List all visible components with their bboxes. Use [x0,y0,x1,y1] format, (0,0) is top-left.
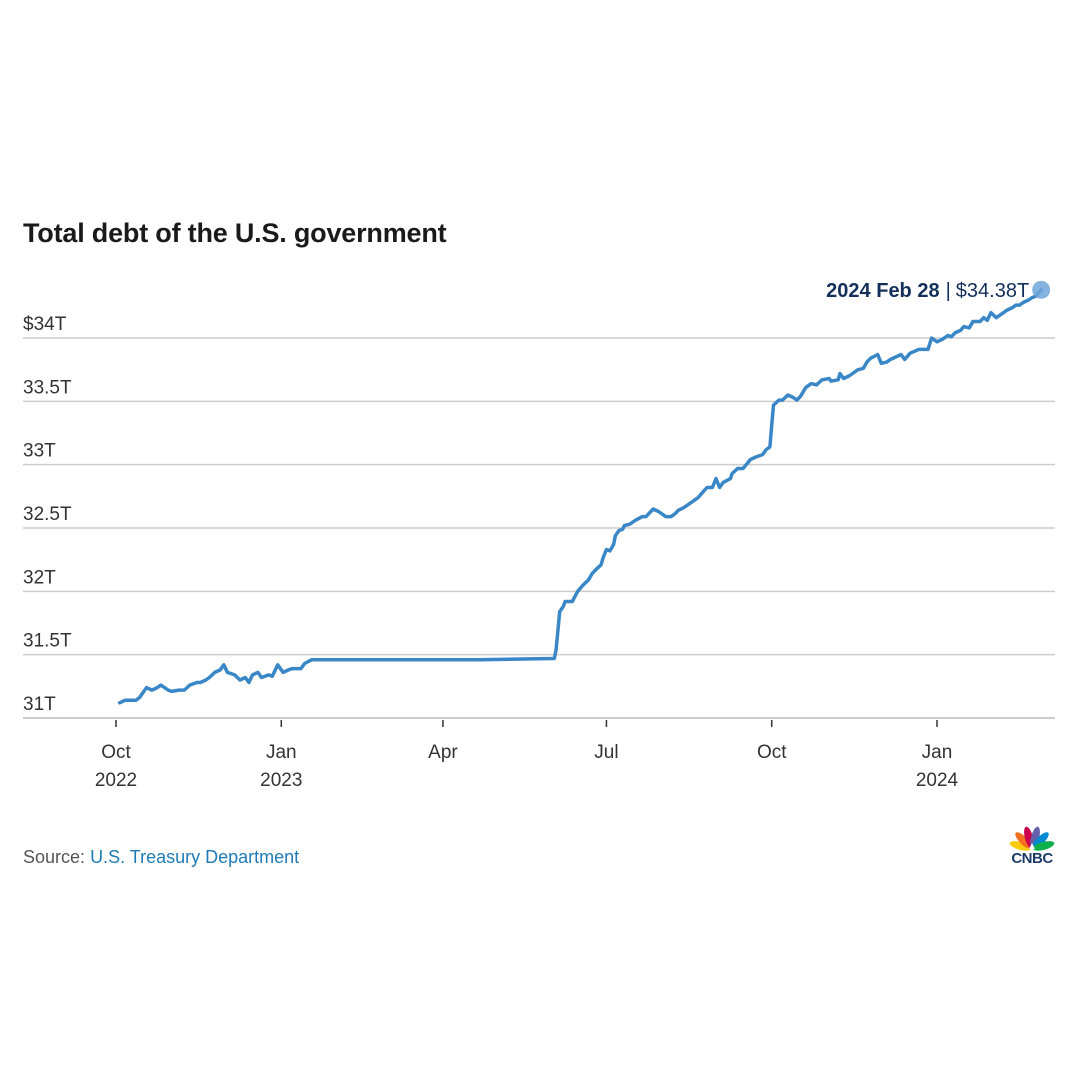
y-tick-label: 31.5T [23,631,72,652]
gridlines [23,337,1055,719]
peacock-icon [1009,826,1055,851]
y-tick-label: 33T [23,441,56,462]
label-separator: | [946,280,951,302]
x-tick-year-label: 2023 [260,770,302,791]
x-axis: Oct 2022 Jan 2023 Apr Jul Oct Jan 2024 [95,720,959,791]
x-tick-label: Oct [757,742,787,763]
y-tick-label: 32.5T [23,504,72,525]
series-line-total-debt [117,288,1043,705]
y-tick-label: $34T [23,314,67,335]
cnbc-logo: CNBC [1004,822,1060,870]
x-tick-label: Apr [428,742,458,763]
x-tick-label: Jul [594,742,618,763]
y-tick-label: 31T [23,694,56,715]
latest-date: 2024 Feb 28 [826,280,939,302]
series-layer [117,288,1043,705]
source-note: Source: U.S. Treasury Department [23,847,299,868]
y-tick-label: 32T [23,567,56,588]
latest-value-label: 2024 Feb 28 | $34.38T [826,280,1029,302]
y-axis-labels: 31T 31.5T 32T 32.5T 33T 33.5T $34T [23,314,72,715]
cnbc-wordmark: CNBC [1011,850,1053,867]
source-prefix: Source: [23,847,86,867]
chart-title: Total debt of the U.S. government [23,218,447,248]
x-tick-label: Jan [266,742,297,763]
source-link[interactable]: U.S. Treasury Department [90,847,300,867]
y-tick-label: 33.5T [23,377,72,398]
latest-value-marker [1032,280,1051,299]
latest-value: $34.38T [956,280,1029,302]
x-tick-label: Jan [922,742,953,763]
x-tick-year-label: 2022 [95,770,137,791]
x-tick-year-label: 2024 [916,770,959,791]
annotation: 2024 Feb 28 | $34.38T [826,280,1051,302]
x-tick-label: Oct [101,742,131,763]
